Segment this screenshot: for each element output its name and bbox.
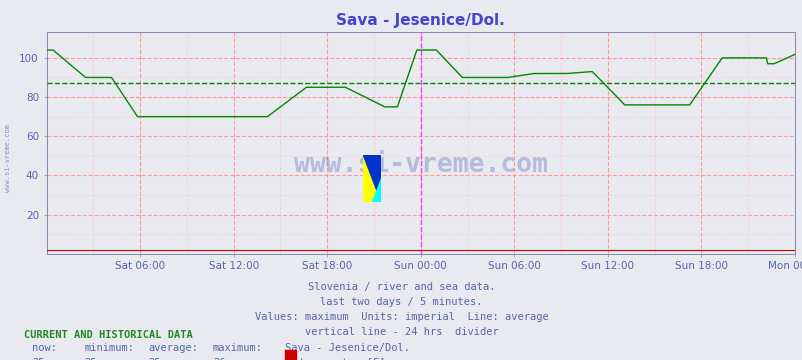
Text: vertical line - 24 hrs  divider: vertical line - 24 hrs divider (304, 327, 498, 337)
Title: Sava - Jesenice/Dol.: Sava - Jesenice/Dol. (336, 13, 504, 28)
Text: Values: maximum  Units: imperial  Line: average: Values: maximum Units: imperial Line: av… (254, 312, 548, 322)
Text: CURRENT AND HISTORICAL DATA: CURRENT AND HISTORICAL DATA (24, 330, 192, 341)
Polygon shape (371, 178, 380, 202)
Text: Sava - Jesenice/Dol.: Sava - Jesenice/Dol. (285, 343, 410, 353)
Text: 25: 25 (84, 358, 97, 360)
Text: temperature[F]: temperature[F] (298, 358, 385, 360)
Text: Slovenia / river and sea data.: Slovenia / river and sea data. (307, 282, 495, 292)
Text: average:: average: (148, 343, 198, 353)
Polygon shape (363, 155, 380, 202)
Text: last two days / 5 minutes.: last two days / 5 minutes. (320, 297, 482, 307)
Text: maximum:: maximum: (213, 343, 262, 353)
Text: minimum:: minimum: (84, 343, 134, 353)
Text: now:: now: (32, 343, 57, 353)
Text: www.si-vreme.com: www.si-vreme.com (5, 125, 11, 192)
Polygon shape (363, 155, 380, 202)
Text: www.si-vreme.com: www.si-vreme.com (294, 152, 547, 178)
Text: 25: 25 (32, 358, 45, 360)
Text: 25: 25 (148, 358, 161, 360)
Text: 26: 26 (213, 358, 225, 360)
